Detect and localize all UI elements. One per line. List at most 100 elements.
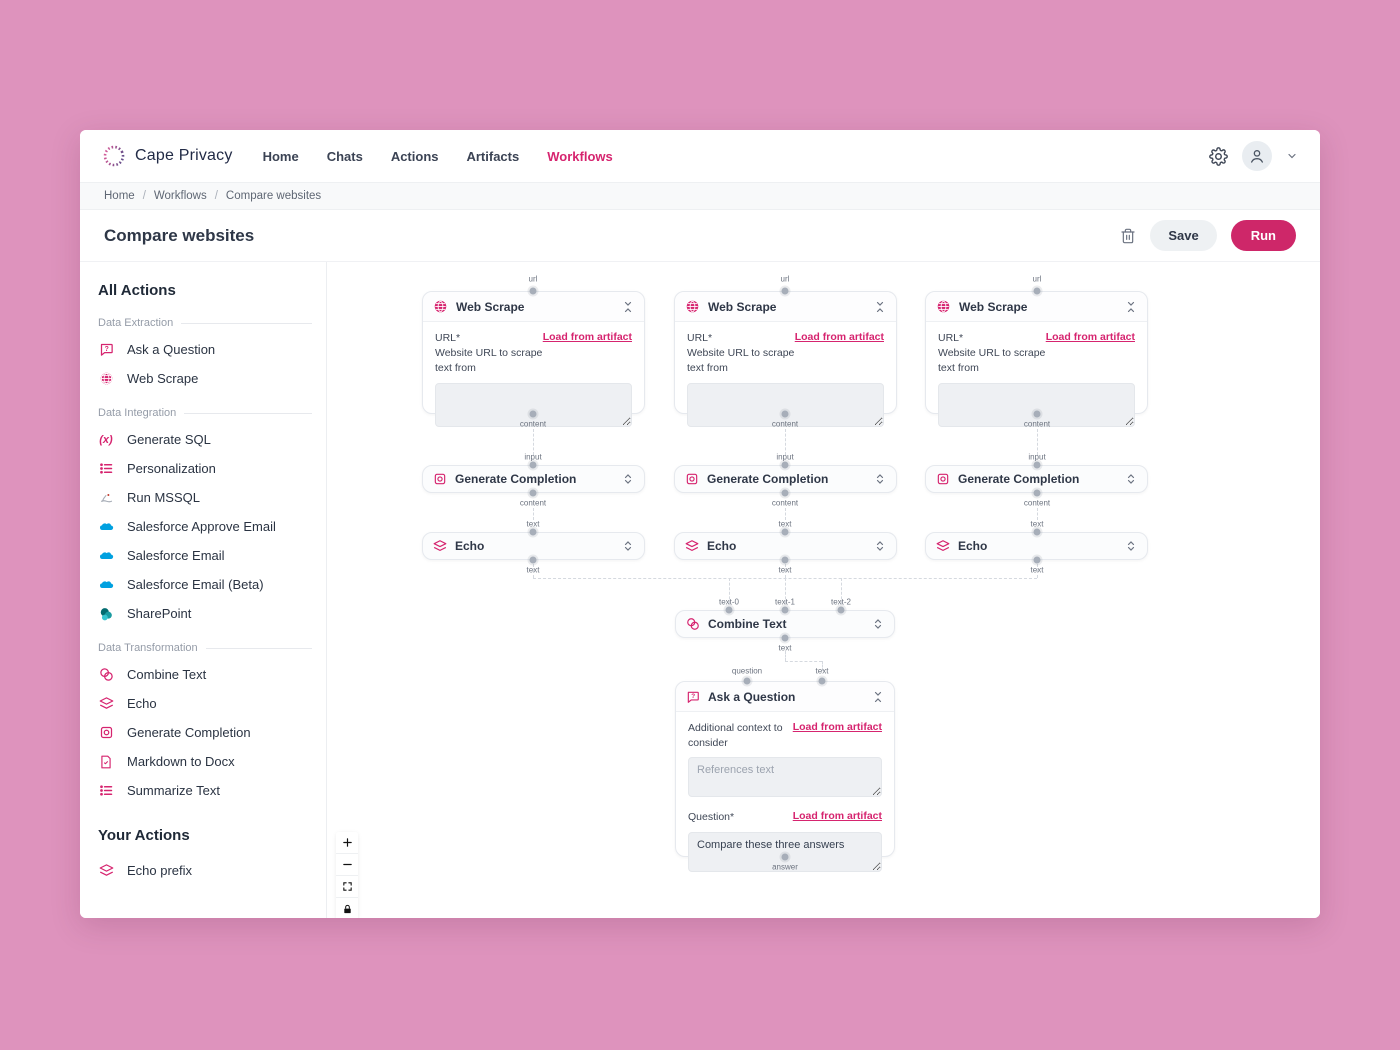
sidebar-item-run-mssql[interactable]: Run MSSQL bbox=[98, 483, 312, 512]
url-textarea[interactable] bbox=[938, 382, 1135, 427]
port[interactable] bbox=[837, 606, 845, 614]
workflow-canvas[interactable]: Web Scrape URL* Website URL to scrape tex… bbox=[327, 262, 1320, 918]
expand-icon[interactable] bbox=[1125, 473, 1137, 485]
function-x-icon: (x) bbox=[99, 433, 113, 446]
port[interactable] bbox=[781, 528, 789, 536]
lock-button[interactable] bbox=[336, 898, 358, 918]
run-button[interactable]: Run bbox=[1230, 220, 1296, 251]
port[interactable] bbox=[781, 853, 789, 861]
sidebar-item-markdown-to-docx[interactable]: Markdown to Docx bbox=[98, 747, 312, 776]
port-label: content bbox=[771, 419, 799, 429]
expand-icon[interactable] bbox=[872, 618, 884, 630]
port[interactable] bbox=[1033, 489, 1041, 497]
url-textarea[interactable] bbox=[687, 382, 884, 427]
node-generate-completion-3[interactable]: Generate Completion bbox=[925, 465, 1148, 493]
sidebar-item-combine-text[interactable]: Combine Text bbox=[98, 660, 312, 689]
port[interactable] bbox=[781, 556, 789, 564]
sidebar-item-echo[interactable]: Echo bbox=[98, 689, 312, 718]
nav-chats[interactable]: Chats bbox=[326, 148, 363, 164]
node-web-scrape-3[interactable]: Web Scrape URL* Website URL to scrape tex… bbox=[925, 291, 1148, 427]
port[interactable] bbox=[529, 287, 537, 295]
port[interactable] bbox=[529, 410, 537, 418]
sidebar-item-salesforce-email-beta[interactable]: Salesforce Email (Beta) bbox=[98, 570, 312, 599]
edge bbox=[533, 564, 534, 578]
nav-workflows[interactable]: Workflows bbox=[547, 148, 613, 164]
question-bubble-icon: ? bbox=[686, 690, 700, 704]
port[interactable] bbox=[781, 410, 789, 418]
zoom-in-button[interactable] bbox=[336, 832, 358, 854]
zoom-out-button[interactable] bbox=[336, 854, 358, 876]
port[interactable] bbox=[743, 677, 751, 685]
port[interactable] bbox=[781, 634, 789, 642]
edge bbox=[533, 508, 534, 520]
load-from-artifact-link[interactable]: Load from artifact bbox=[792, 721, 882, 733]
settings-gear-icon[interactable] bbox=[1209, 146, 1228, 166]
load-from-artifact-link[interactable]: Load from artifact bbox=[794, 331, 884, 343]
port[interactable] bbox=[781, 461, 789, 469]
merge-circles-icon bbox=[686, 617, 700, 631]
sidebar-item-echo-prefix[interactable]: Echo prefix bbox=[98, 856, 312, 885]
sidebar-item-web-scrape[interactable]: Web Scrape bbox=[98, 364, 312, 393]
expand-icon[interactable] bbox=[1125, 540, 1137, 552]
sidebar-item-generate-sql[interactable]: (x) Generate SQL bbox=[99, 432, 211, 447]
expand-icon[interactable] bbox=[874, 473, 886, 485]
nav-artifacts[interactable]: Artifacts bbox=[466, 148, 520, 164]
user-avatar[interactable] bbox=[1242, 141, 1272, 171]
nav-home[interactable]: Home bbox=[262, 148, 299, 164]
load-from-artifact-link[interactable]: Load from artifact bbox=[792, 810, 882, 823]
port[interactable] bbox=[1033, 287, 1041, 295]
collapse-icon[interactable] bbox=[1125, 301, 1137, 313]
sidebar-item-sharepoint[interactable]: SharePoint bbox=[98, 599, 312, 628]
sidebar-item-salesforce-approve-email[interactable]: Salesforce Approve Email bbox=[98, 512, 312, 541]
question-textarea[interactable]: Compare these three answers bbox=[688, 831, 882, 872]
load-from-artifact-link[interactable]: Load from artifact bbox=[542, 331, 632, 343]
port[interactable] bbox=[529, 489, 537, 497]
port[interactable] bbox=[781, 606, 789, 614]
expand-icon[interactable] bbox=[622, 540, 634, 552]
section-data-transformation: Data Transformation bbox=[98, 642, 312, 654]
port[interactable] bbox=[1033, 410, 1041, 418]
port[interactable] bbox=[529, 461, 537, 469]
breadcrumb-workflows[interactable]: Workflows bbox=[153, 190, 207, 202]
node-echo-3[interactable]: Echo bbox=[925, 532, 1148, 560]
sidebar-item-salesforce-email[interactable]: Salesforce Email bbox=[98, 541, 312, 570]
url-textarea[interactable] bbox=[435, 382, 632, 427]
collapse-icon[interactable] bbox=[872, 691, 884, 703]
port[interactable] bbox=[725, 606, 733, 614]
sidebar-item-summarize-text[interactable]: Summarize Text bbox=[98, 776, 312, 805]
trash-icon[interactable] bbox=[1120, 228, 1136, 244]
port[interactable] bbox=[529, 528, 537, 536]
breadcrumb-home[interactable]: Home bbox=[104, 190, 135, 202]
collapse-icon[interactable] bbox=[622, 301, 634, 313]
context-textarea[interactable] bbox=[688, 757, 882, 798]
save-button[interactable]: Save bbox=[1150, 220, 1217, 251]
node-generate-completion-2[interactable]: Generate Completion bbox=[674, 465, 897, 493]
expand-icon[interactable] bbox=[874, 540, 886, 552]
port[interactable] bbox=[781, 489, 789, 497]
node-combine-text[interactable]: Combine Text bbox=[675, 610, 895, 638]
edge bbox=[1037, 429, 1038, 455]
node-web-scrape-2[interactable]: Web Scrape URL* Website URL to scrape tex… bbox=[674, 291, 897, 427]
port[interactable] bbox=[529, 556, 537, 564]
edge bbox=[1037, 564, 1038, 578]
fit-view-button[interactable] bbox=[336, 876, 358, 898]
edge bbox=[533, 429, 534, 455]
load-from-artifact-link[interactable]: Load from artifact bbox=[1045, 331, 1135, 343]
node-ask-a-question[interactable]: ? Ask a Question Additional context to c… bbox=[675, 681, 895, 872]
port[interactable] bbox=[1033, 556, 1041, 564]
sidebar-item-ask-a-question[interactable]: ? Ask a Question bbox=[98, 335, 312, 364]
chevron-down-icon[interactable] bbox=[1286, 150, 1298, 162]
port[interactable] bbox=[1033, 528, 1041, 536]
port[interactable] bbox=[818, 677, 826, 685]
brand[interactable]: Cape Privacy bbox=[102, 144, 233, 168]
cpu-icon bbox=[936, 472, 950, 486]
sidebar-item-personalization[interactable]: Personalization bbox=[98, 454, 312, 483]
node-web-scrape-1[interactable]: Web Scrape URL* Website URL to scrape tex… bbox=[422, 291, 645, 427]
expand-icon[interactable] bbox=[622, 473, 634, 485]
nav-actions[interactable]: Actions bbox=[390, 148, 439, 164]
port[interactable] bbox=[1033, 461, 1041, 469]
sidebar-item-generate-completion[interactable]: Generate Completion bbox=[98, 718, 312, 747]
port[interactable] bbox=[781, 287, 789, 295]
collapse-icon[interactable] bbox=[874, 301, 886, 313]
cpu-icon bbox=[98, 725, 114, 740]
